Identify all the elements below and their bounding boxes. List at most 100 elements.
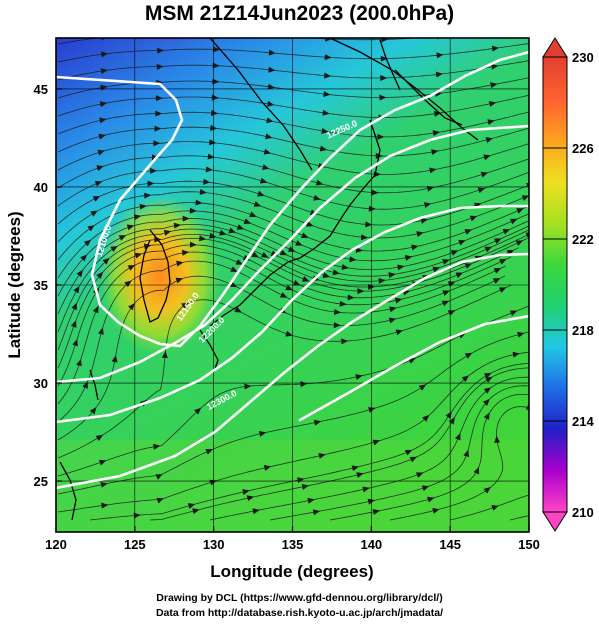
streamline-arrow [357, 288, 365, 295]
streamline-arrow [455, 272, 464, 279]
streamline-arrow [408, 358, 416, 364]
streamline-arrow [100, 68, 108, 75]
streamline [57, 155, 529, 194]
streamline-arrow [415, 472, 424, 478]
streamline-arrow [300, 381, 308, 388]
streamline-arrow [98, 459, 107, 466]
streamline-arrow [372, 509, 381, 515]
streamline-arrow [147, 180, 155, 187]
streamline-arrow [181, 302, 189, 309]
streamline-arrow [246, 495, 255, 502]
streamline-arrow [101, 502, 109, 509]
streamline-arrow [267, 100, 275, 107]
streamline-arrow [153, 140, 161, 147]
streamline-arrow [315, 179, 324, 186]
streamline-arrow [491, 505, 499, 511]
streamline-arrow [268, 66, 276, 73]
lat-lon-grid [56, 38, 529, 532]
streamline-arrow [404, 254, 413, 261]
streamline-arrow [244, 383, 252, 390]
streamline-arrow [156, 497, 165, 504]
streamline-arrow [485, 376, 493, 383]
streamline-arrow [134, 252, 143, 259]
streamline-arrow [461, 375, 470, 383]
streamline-arrow [321, 127, 329, 134]
credits: Drawing by DCL (https://www.gfd-dennou.o… [0, 591, 599, 621]
streamline-arrow [263, 148, 272, 155]
streamline-arrow [154, 125, 162, 132]
colorbar-tick-label: 230 [572, 50, 594, 65]
streamline [509, 515, 529, 521]
streamline-arrow [292, 279, 301, 286]
streamline-arrow [156, 63, 164, 70]
streamline-arrow [397, 264, 405, 271]
streamline-arrow [480, 171, 489, 178]
streamline-arrow [333, 308, 342, 315]
streamline-arrow [435, 71, 444, 78]
streamline-arrow [253, 201, 262, 207]
streamline-arrow [515, 240, 524, 247]
streamline-arrow [153, 443, 161, 450]
streamline-arrow [448, 416, 455, 425]
streamline-arrow [175, 277, 184, 284]
streamline [449, 494, 529, 521]
streamline-arrow [83, 239, 92, 247]
streamline-arrow [341, 338, 349, 345]
streamline-arrow [362, 486, 370, 493]
credit-drawing: Drawing by DCL (https://www.gfd-dennou.o… [156, 592, 443, 604]
streamline-arrow [205, 166, 213, 173]
streamline-arrow [212, 46, 221, 53]
streamline-arrow [110, 245, 118, 253]
streamline-arrow [279, 292, 288, 298]
streamline-arrow [464, 229, 473, 235]
colorbar-tick-label: 226 [572, 141, 594, 156]
streamline-arrow [324, 72, 332, 79]
streamline-arrow [423, 202, 432, 208]
y-tick-label: 40 [34, 180, 48, 195]
streamline-arrow [111, 355, 118, 363]
x-axis-ticks: 120 125 130 135 140 145 150 [45, 526, 540, 552]
streamline-arrow [194, 407, 202, 415]
contour-12100 [56, 75, 184, 348]
streamline-arrow [71, 302, 77, 311]
streamline-arrow [124, 280, 132, 288]
streamline-arrow [347, 294, 355, 301]
streamline-arrow [163, 229, 172, 236]
streamline-arrow [442, 290, 450, 296]
streamline-arrow [72, 338, 78, 347]
streamline-arrow [464, 352, 473, 359]
streamline [57, 191, 529, 243]
streamline-arrow [96, 165, 104, 172]
streamline-arrow [483, 154, 491, 161]
streamline-arrow [441, 300, 450, 307]
streamline-arrow [212, 78, 220, 85]
streamline-arrow [488, 101, 497, 107]
x-tick-label: 125 [124, 537, 146, 552]
streamline-arrow [483, 412, 490, 420]
colorbar-tick-label: 222 [572, 232, 594, 247]
streamline [57, 43, 529, 63]
streamline-arrow [126, 224, 135, 231]
streamline [389, 406, 529, 521]
streamline-arrow [301, 276, 310, 282]
streamline-arrow [409, 456, 418, 463]
contour-12200 [56, 124, 529, 384]
streamline-arrow [341, 264, 349, 270]
streamline-arrow [139, 203, 147, 210]
streamline [57, 284, 512, 459]
streamline-arrow [322, 272, 331, 279]
streamline [209, 376, 529, 521]
streamline-arrow [312, 509, 321, 516]
streamline-arrow [97, 327, 104, 335]
streamline-arrow [463, 449, 470, 458]
streamline-arrow [230, 266, 238, 272]
streamline-arrow [252, 508, 260, 515]
streamline-arrow [512, 351, 520, 358]
x-tick-label: 150 [518, 537, 540, 552]
streamline-arrow [355, 374, 363, 381]
streamline [57, 351, 529, 513]
streamline-arrow [509, 310, 518, 317]
streamline [57, 251, 512, 405]
streamline-arrow [319, 145, 328, 152]
